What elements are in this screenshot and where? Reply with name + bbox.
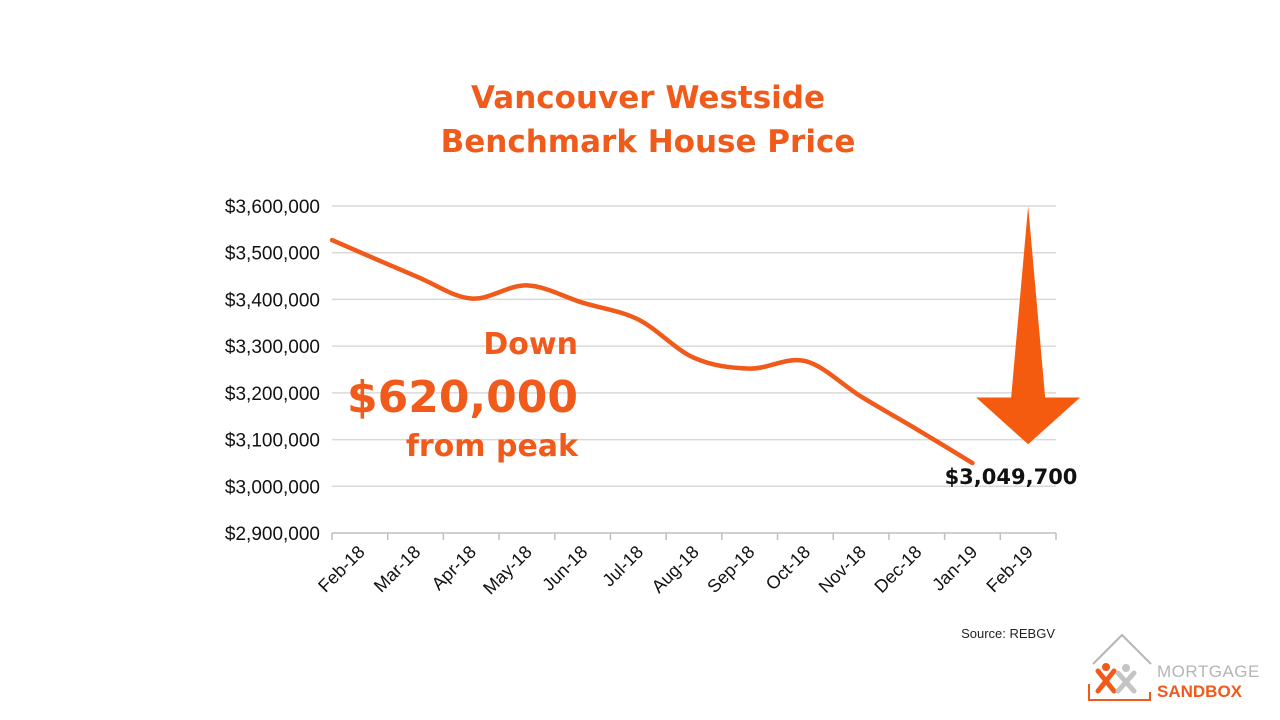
annotation-down: Down [483, 327, 578, 362]
mortgage-sandbox-logo: MORTGAGE SANDBOX [1088, 633, 1260, 701]
end-value-label: $3,049,700 [945, 465, 1078, 489]
chart-title-line-2: Benchmark House Price [441, 124, 856, 160]
logo-head-gray-icon [1122, 664, 1130, 672]
x-tick-label: Jan-19 [928, 542, 981, 595]
x-tick-label: Jul-18 [598, 542, 647, 591]
x-tick-label: Apr-18 [428, 542, 480, 594]
x-tick-label: Jun-18 [538, 542, 591, 595]
y-tick-label: $3,600,000 [225, 197, 320, 218]
logo-head-orange-icon [1102, 663, 1110, 671]
y-tick-label: $3,100,000 [225, 431, 320, 452]
y-tick-label: $3,500,000 [225, 244, 320, 265]
x-tick-label: Sep-18 [703, 542, 758, 597]
y-axis: $2,900,000 $3,000,000 $3,100,000 $3,200,000… [225, 197, 320, 545]
x-axis: Feb-18 Mar-18 Apr-18 May-18 Jun-18 Jul-18 Aug-… [314, 533, 1057, 599]
y-tick-label: $3,300,000 [225, 337, 320, 358]
logo-bracket-icon [1088, 684, 1151, 701]
x-tick-label: Feb-19 [983, 542, 1037, 596]
logo-roof-icon [1092, 633, 1152, 665]
series-line [329, 237, 975, 466]
x-tick-label: May-18 [479, 542, 536, 599]
x-tick-label: Nov-18 [815, 542, 870, 597]
annotation-from-peak: from peak [406, 429, 579, 464]
x-tick-label: Mar-18 [370, 542, 424, 596]
annotation-amount: $620,000 [347, 372, 578, 423]
series-layer [329, 237, 975, 466]
source-label: Source: REBGV [961, 626, 1055, 641]
logo-text-sandbox: SANDBOX [1157, 682, 1243, 701]
logo-person-gray-icon [1115, 670, 1137, 694]
chart-title-line-1: Vancouver Westside [471, 80, 825, 116]
logo-person-orange-icon [1095, 668, 1117, 694]
y-tick-label: $3,000,000 [225, 477, 320, 498]
x-tick-label: Aug-18 [648, 542, 703, 597]
x-tick-label: Oct-18 [762, 542, 814, 594]
y-tick-label: $3,400,000 [225, 290, 320, 311]
y-tick-label: $3,200,000 [225, 384, 320, 405]
arrow-layer [976, 206, 1081, 445]
down-arrow-icon [976, 206, 1081, 445]
x-tick-label: Feb-18 [314, 542, 368, 596]
x-tick-label: Dec-18 [870, 542, 925, 597]
logo-text-mortgage: MORTGAGE [1157, 662, 1260, 681]
gridlines [332, 205, 1056, 534]
y-tick-label: $2,900,000 [225, 524, 320, 545]
